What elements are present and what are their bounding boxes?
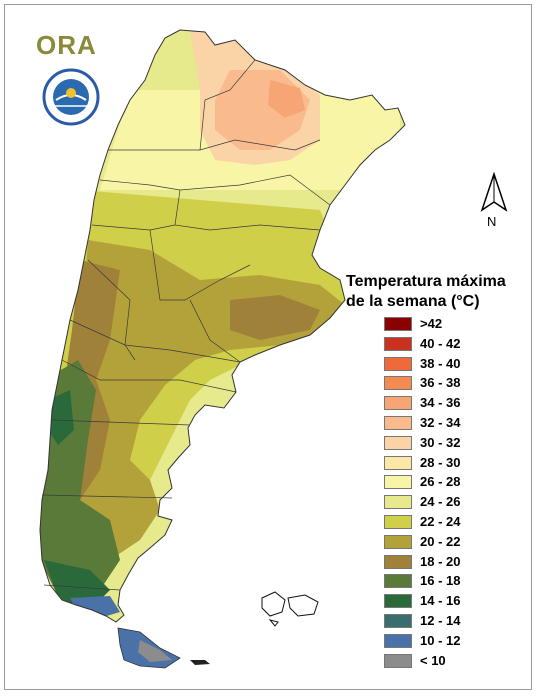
legend-label: 34 - 36 bbox=[420, 395, 461, 411]
legend-item: 20 - 22 bbox=[384, 534, 534, 550]
legend-item: 30 - 32 bbox=[384, 435, 534, 451]
legend-item: 40 - 42 bbox=[384, 336, 534, 352]
legend-label: 36 - 38 bbox=[420, 375, 461, 391]
legend-item: 24 - 26 bbox=[384, 494, 534, 510]
legend-label: 26 - 28 bbox=[420, 474, 461, 490]
legend-swatch bbox=[384, 356, 412, 371]
legend-swatch bbox=[384, 336, 412, 351]
legend-label: 38 - 40 bbox=[420, 355, 461, 371]
legend-label: 30 - 32 bbox=[420, 434, 461, 450]
legend-swatch bbox=[384, 594, 412, 609]
legend-swatch bbox=[384, 317, 412, 331]
legend-label: 16 - 18 bbox=[420, 573, 461, 589]
legend-swatch bbox=[384, 435, 412, 450]
legend-swatch bbox=[384, 574, 412, 589]
legend-swatch bbox=[384, 495, 412, 510]
legend-item: 38 - 40 bbox=[384, 356, 534, 372]
legend-item: 32 - 34 bbox=[384, 415, 534, 431]
legend-item: 22 - 24 bbox=[384, 514, 534, 530]
legend-swatch bbox=[384, 515, 412, 529]
legend-item: 34 - 36 bbox=[384, 395, 534, 411]
ora-logo: ORA bbox=[36, 30, 97, 60]
map-frame bbox=[4, 4, 532, 690]
legend-item: 28 - 30 bbox=[384, 455, 534, 471]
legend-item: 10 - 12 bbox=[384, 633, 534, 649]
legend-label: 20 - 22 bbox=[420, 533, 461, 549]
legend-title-line2: de la semana (°C) bbox=[346, 293, 480, 310]
legend-item: >42 bbox=[384, 316, 534, 332]
legend-label: >42 bbox=[420, 316, 443, 331]
legend-item: 18 - 20 bbox=[384, 554, 534, 570]
legend-item: 16 - 18 bbox=[384, 573, 534, 589]
legend-label: < 10 bbox=[420, 652, 446, 668]
legend-item: 36 - 38 bbox=[384, 375, 534, 391]
legend-swatch bbox=[384, 396, 412, 411]
legend-label: 18 - 20 bbox=[420, 553, 461, 569]
legend-swatch bbox=[384, 455, 412, 470]
legend-swatch bbox=[384, 614, 412, 628]
province-borders bbox=[39, 29, 406, 623]
legend-label: 32 - 34 bbox=[420, 415, 461, 430]
legend-swatch bbox=[384, 475, 412, 490]
smn-seal-icon bbox=[42, 68, 100, 126]
legend-swatch bbox=[384, 554, 412, 569]
legend-swatch bbox=[384, 633, 412, 648]
legend-swatch bbox=[384, 653, 412, 668]
north-label: N bbox=[487, 214, 497, 229]
legend-item: 12 - 14 bbox=[384, 613, 534, 629]
legend-item: 26 - 28 bbox=[384, 474, 534, 490]
legend-swatch bbox=[384, 534, 412, 549]
legend-swatch bbox=[384, 416, 412, 430]
tierra-del-fuego bbox=[117, 627, 210, 669]
legend-item: 14 - 16 bbox=[384, 593, 534, 609]
north-arrow-icon bbox=[480, 172, 508, 212]
legend-item: < 10 bbox=[384, 653, 534, 669]
malvinas-islands bbox=[261, 591, 319, 627]
legend-label: 22 - 24 bbox=[420, 514, 461, 529]
legend-label: 14 - 16 bbox=[420, 593, 461, 609]
legend-title-line1: Temperatura máxima bbox=[346, 273, 506, 290]
legend-title: Temperatura máxima de la semana (°C) bbox=[346, 272, 536, 312]
legend-label: 40 - 42 bbox=[420, 335, 461, 351]
legend-label: 12 - 14 bbox=[420, 613, 461, 628]
legend-swatch bbox=[384, 376, 412, 391]
legend-label: 10 - 12 bbox=[420, 632, 461, 648]
legend-label: 24 - 26 bbox=[420, 494, 461, 510]
legend-label: 28 - 30 bbox=[420, 454, 461, 470]
